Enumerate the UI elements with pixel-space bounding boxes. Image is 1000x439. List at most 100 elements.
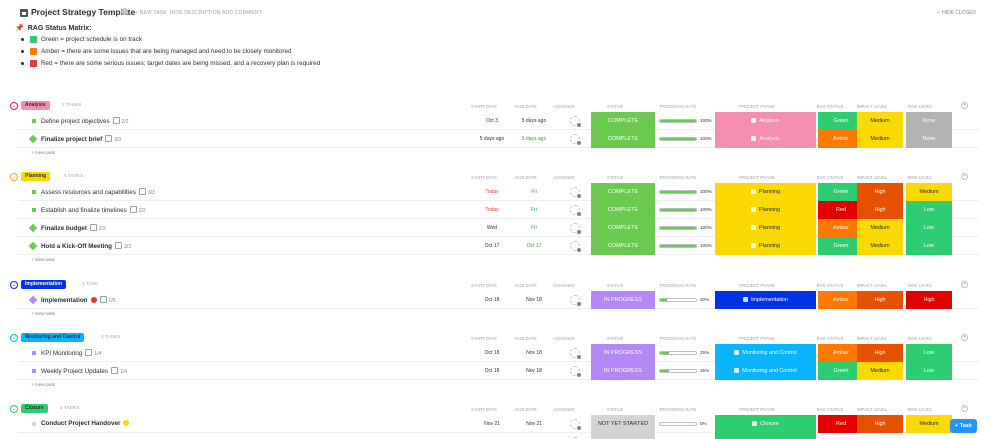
status-dot-icon[interactable] <box>32 208 36 212</box>
add-comment-link[interactable]: ADD COMMENT <box>222 10 262 16</box>
collapse-toggle-icon[interactable]: ⌄ <box>10 173 18 181</box>
column-header-assignee[interactable]: ASSIGNEE <box>553 407 575 412</box>
column-header-start[interactable]: START DATE <box>471 283 497 288</box>
assignee-avatar-icon[interactable] <box>570 241 581 252</box>
column-header-due[interactable]: DUE DATE <box>515 336 537 341</box>
risk-level[interactable]: Low <box>906 237 952 255</box>
add-column-icon[interactable]: + <box>961 405 968 412</box>
table-row[interactable]: Finalize project brief 3/3 5 days ago 5 day… <box>18 130 979 148</box>
rag-status[interactable]: Amber <box>818 344 864 362</box>
table-row[interactable]: Weekly Project Updates 1/4 Oct 18 Nov 18 IN … <box>18 362 979 380</box>
column-header-start[interactable]: START DATE <box>471 336 497 341</box>
assignee-avatar-icon[interactable] <box>570 366 581 377</box>
task-name[interactable]: Weekly Project Updates 1/4 <box>41 367 127 375</box>
status-badge[interactable]: COMPLETE <box>591 201 655 219</box>
project-phase[interactable]: Monitoring and Control <box>715 344 816 362</box>
priority-flag-icon[interactable] <box>90 297 97 303</box>
column-header-due[interactable]: DUE DATE <box>515 104 537 109</box>
start-date[interactable]: Today <box>485 189 499 195</box>
task-name-text[interactable]: Conduct Project Handover <box>41 420 121 427</box>
table-row[interactable]: Assess resources and capabilities 3/3 Toda… <box>18 183 979 201</box>
impact-level[interactable]: High <box>857 201 903 219</box>
task-name[interactable]: Finalize project brief 3/3 <box>41 135 121 143</box>
impact-level[interactable]: High <box>857 344 903 362</box>
start-date[interactable]: 5 days ago <box>479 136 505 142</box>
impact-level[interactable] <box>857 433 903 439</box>
column-header-phase[interactable]: PROJECT PHASE <box>739 407 775 412</box>
rag-status[interactable]: Amber <box>818 291 864 309</box>
table-row[interactable]: KPI Monitoring 1/4 Oct 18 Nov 18 IN PROGRESS… <box>18 344 979 362</box>
task-name-text[interactable]: Define project objectives <box>41 118 110 125</box>
column-header-status[interactable]: STATUS <box>606 407 624 412</box>
task-name-text[interactable]: Implementation <box>41 297 88 304</box>
column-header-assignee[interactable]: ASSIGNEE <box>553 175 575 180</box>
column-header-risk[interactable]: RISK LEVEL <box>907 407 933 412</box>
group-tag[interactable]: Implementation <box>21 280 66 289</box>
table-row[interactable]: Hold a Kick-Off Meeting 3/3 Oct 17 Oct 17 CO… <box>18 237 979 255</box>
rag-status[interactable]: Green <box>818 183 864 201</box>
risk-level[interactable] <box>906 433 952 439</box>
project-phase[interactable]: Closure <box>715 415 816 433</box>
status-badge[interactable]: IN PROGRESS <box>591 362 655 380</box>
start-date[interactable]: Today <box>485 207 499 213</box>
column-header-phase[interactable]: PROJECT PHASE <box>739 336 775 341</box>
column-header-status[interactable]: STATUS <box>606 175 624 180</box>
due-date[interactable]: 5 days ago <box>521 136 547 142</box>
rag-status[interactable]: Green <box>818 362 864 380</box>
column-header-rag[interactable]: RAG STATUS <box>816 336 844 341</box>
collapse-toggle-icon[interactable]: ⌄ <box>10 281 18 289</box>
assignee-avatar-icon[interactable] <box>570 295 581 306</box>
assignee-avatar-icon[interactable] <box>570 134 581 145</box>
column-header-start[interactable]: START DATE <box>471 104 497 109</box>
add-column-icon[interactable]: + <box>961 281 968 288</box>
status-dot-icon[interactable] <box>32 422 36 426</box>
rag-status[interactable]: Red <box>818 201 864 219</box>
column-header-rag[interactable]: RAG STATUS <box>816 175 844 180</box>
status-badge[interactable]: IN PROGRESS <box>591 344 655 362</box>
task-name-text[interactable]: Finalize project brief <box>41 136 103 143</box>
hide-closed-toggle[interactable]: HIDE CLOSED <box>937 10 976 16</box>
column-header-rag[interactable]: RAG STATUS <box>816 407 844 412</box>
column-header-due[interactable]: DUE DATE <box>515 407 537 412</box>
risk-level[interactable]: Low <box>906 201 952 219</box>
risk-level[interactable]: Medium <box>906 415 952 433</box>
info-icon[interactable]: i <box>121 8 128 15</box>
subtask-count[interactable]: 3/3 <box>139 188 155 196</box>
rag-status[interactable]: Amber <box>818 219 864 237</box>
impact-level[interactable]: Medium <box>857 112 903 130</box>
column-header-risk[interactable]: RISK LEVEL <box>907 283 933 288</box>
task-name[interactable]: Define project objectives 2/2 <box>41 117 129 125</box>
column-header-start[interactable]: START DATE <box>471 407 497 412</box>
column-header-due[interactable]: DUE DATE <box>515 175 537 180</box>
start-date[interactable]: Oct 18 <box>484 368 500 374</box>
due-date[interactable]: Fri <box>531 189 537 195</box>
status-badge[interactable]: NOT YET STARTED <box>591 433 655 439</box>
column-header-assignee[interactable]: ASSIGNEE <box>553 104 575 109</box>
column-header-progress[interactable]: PROGRESS RATE <box>659 407 697 412</box>
risk-level[interactable]: Low <box>906 219 952 237</box>
subtask-count[interactable]: 2/2 <box>90 224 106 232</box>
column-header-status[interactable]: STATUS <box>606 104 624 109</box>
due-date[interactable]: Nov 18 <box>526 350 542 356</box>
table-row[interactable]: Implementation 1/5 Oct 18 Nov 18 IN PROGRESS… <box>18 291 979 309</box>
task-name-text[interactable]: Establish and finalize timelines <box>41 207 127 214</box>
risk-level[interactable]: High <box>906 291 952 309</box>
group-tag[interactable]: Planning <box>21 172 51 181</box>
project-phase[interactable]: Analysis <box>715 130 816 148</box>
assignee-avatar-icon[interactable] <box>570 205 581 216</box>
new-task-link[interactable]: + New task <box>31 151 55 156</box>
status-badge[interactable]: NOT YET STARTED <box>591 415 655 433</box>
column-header-start[interactable]: START DATE <box>471 175 497 180</box>
status-badge[interactable]: COMPLETE <box>591 112 655 130</box>
impact-level[interactable]: Medium <box>857 362 903 380</box>
status-badge[interactable]: IN PROGRESS <box>591 291 655 309</box>
risk-level[interactable]: None <box>906 130 952 148</box>
assignee-avatar-icon[interactable] <box>570 187 581 198</box>
due-date[interactable]: Fri <box>531 207 537 213</box>
due-date[interactable]: Oct 17 <box>526 243 542 249</box>
column-header-impact[interactable]: IMPACT LEVEL <box>856 104 888 109</box>
task-name[interactable]: Implementation 1/5 <box>41 296 116 304</box>
impact-level[interactable]: High <box>857 415 903 433</box>
table-row[interactable]: Finalize budget 2/2 Wed Fri COMPLETE 100% Plan… <box>18 219 979 237</box>
